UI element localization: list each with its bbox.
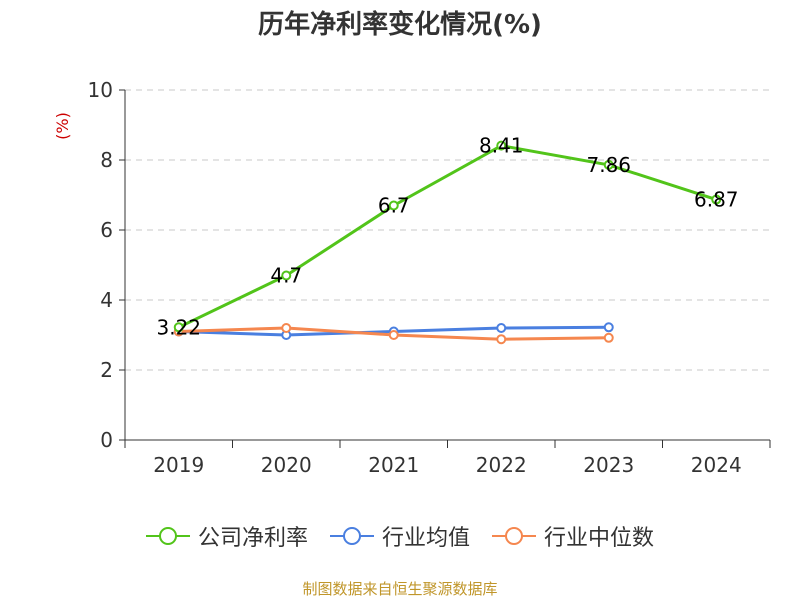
legend-label: 公司净利率 <box>197 526 308 551</box>
legend-marker-icon <box>329 527 374 545</box>
data-label: 8.41 <box>479 134 524 158</box>
y-tick-label: 10 <box>88 78 113 102</box>
source-note: 制图数据来自恒生聚源数据库 <box>302 580 498 598</box>
line-chart: (%) 0 2 4 6 8 10 2019 2020 2021 2022 2023 2024 3.22… <box>53 78 771 477</box>
legend-marker-icon <box>492 527 536 545</box>
data-point[interactable] <box>496 140 507 151</box>
data-label: 3.22 <box>156 315 201 339</box>
legend-item-company-net-margin[interactable]: 公司净利率 <box>145 520 308 552</box>
legend-marker-icon <box>145 527 190 545</box>
data-point[interactable] <box>281 270 292 281</box>
series-line <box>178 144 717 329</box>
legend-item-industry-average[interactable]: 行业均值 <box>329 520 470 552</box>
data-label: 4.7 <box>270 264 302 288</box>
data-label: 6.87 <box>694 188 739 212</box>
data-point[interactable] <box>496 334 507 345</box>
x-tick-label: 2020 <box>261 453 312 477</box>
chart-title: 历年净利率变化情况(%) <box>258 10 542 40</box>
y-tick-label: 6 <box>100 218 113 242</box>
data-label: 6.7 <box>378 194 410 218</box>
x-tick-label: 2023 <box>583 453 634 477</box>
data-point[interactable] <box>388 200 399 211</box>
y-tick-label: 2 <box>100 358 113 382</box>
y-tick-label: 8 <box>100 148 113 172</box>
legend-label: 行业均值 <box>381 526 470 551</box>
data-point[interactable] <box>173 322 184 333</box>
x-tick-label: 2024 <box>691 453 742 477</box>
x-tick-label: 2019 <box>153 453 204 477</box>
y-axis-label: (%) <box>53 112 72 140</box>
x-tick-label: 2021 <box>368 453 419 477</box>
data-point[interactable] <box>281 323 292 333</box>
data-point[interactable] <box>711 194 722 205</box>
data-point[interactable] <box>388 330 399 340</box>
x-tick-label: 2022 <box>476 453 527 477</box>
data-point[interactable] <box>603 332 614 343</box>
data-point[interactable] <box>496 323 507 333</box>
data-point[interactable] <box>603 322 614 333</box>
y-tick-label: 4 <box>100 288 113 312</box>
legend-label: 行业中位数 <box>544 526 655 551</box>
legend-item-industry-median[interactable]: 行业中位数 <box>492 520 654 552</box>
data-label: 7.86 <box>586 153 631 177</box>
y-tick-label: 0 <box>100 428 113 452</box>
data-point[interactable] <box>603 159 614 170</box>
legend: 公司净利率 行业均值 行业中位数 <box>0 520 800 552</box>
